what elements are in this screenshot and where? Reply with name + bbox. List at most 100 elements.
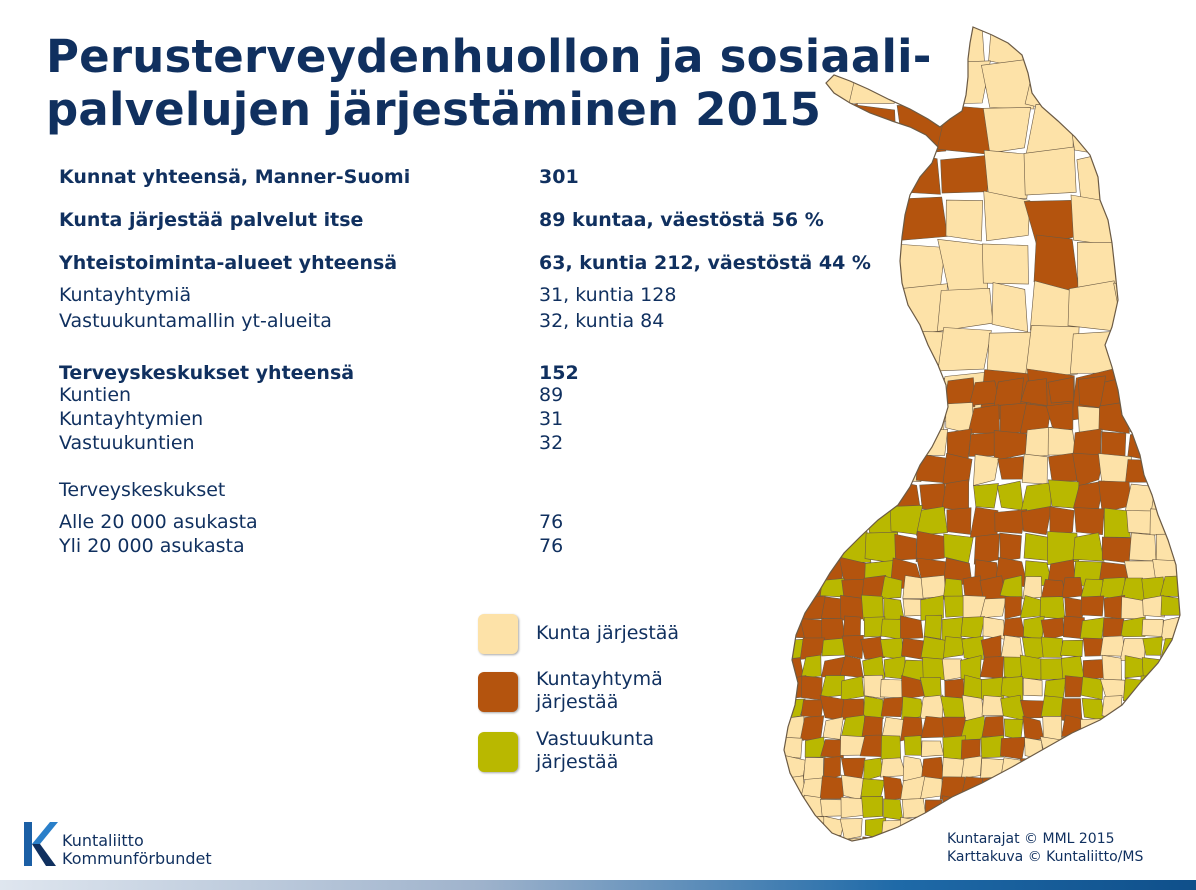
municipality-area — [1120, 700, 1146, 721]
stat-value: 152 — [539, 362, 579, 384]
legend-label: Kunta järjestää — [536, 622, 680, 644]
municipality-area — [1182, 738, 1196, 759]
municipality-area — [1041, 797, 1067, 817]
municipality-area — [923, 816, 946, 841]
municipality-area — [961, 755, 983, 779]
municipality-area — [1182, 659, 1196, 680]
municipality-area — [1120, 616, 1146, 638]
page-title: Perusterveydenhuollon ja sosiaali- palve… — [46, 30, 946, 136]
municipality-area — [1141, 799, 1164, 819]
municipality-area — [1178, 375, 1180, 404]
municipality-area — [1064, 675, 1085, 698]
municipality-area — [1101, 716, 1126, 740]
municipality-area — [1072, 480, 1105, 509]
municipality-area — [1040, 636, 1063, 658]
municipality-area — [813, 402, 846, 432]
municipality-area — [979, 597, 1007, 619]
municipality-area — [1181, 819, 1196, 837]
municipality-area — [999, 532, 1022, 562]
municipality-area — [981, 58, 1035, 110]
municipality-area — [807, 369, 856, 420]
logo-line-2: Kommunförbundet — [62, 849, 212, 868]
municipality-area — [1104, 735, 1123, 759]
finland-municipality-map — [763, 26, 1196, 865]
municipality-area — [815, 375, 844, 407]
municipality-area — [800, 815, 826, 840]
municipality-area — [1083, 736, 1105, 760]
municipality-area — [1082, 659, 1105, 680]
municipality-area — [856, 285, 896, 332]
municipality-area — [869, 433, 892, 455]
municipality-area — [1182, 835, 1196, 857]
municipality-area — [1112, 115, 1167, 153]
municipality-area — [900, 615, 924, 640]
municipality-area — [1076, 148, 1124, 203]
municipality-area — [1068, 107, 1117, 158]
municipality-area — [763, 716, 782, 737]
legend-label: Kuntayhtymä järjestää — [536, 668, 663, 713]
municipality-area — [921, 740, 944, 758]
municipality-area — [1144, 856, 1165, 865]
municipality-area — [1120, 736, 1146, 761]
municipality-area — [903, 735, 922, 756]
municipality-area — [1153, 427, 1180, 458]
municipality-area — [861, 594, 884, 621]
municipality-area — [883, 798, 904, 821]
municipality-area — [815, 457, 843, 484]
municipality-area — [784, 563, 795, 590]
municipality-area — [782, 855, 805, 865]
municipality-area — [920, 636, 947, 661]
municipality-area — [1119, 150, 1165, 197]
municipality-area — [920, 838, 944, 841]
municipality-area — [980, 757, 1005, 779]
municipality-area — [784, 455, 790, 484]
municipality-area — [997, 456, 1024, 480]
municipality-area — [819, 577, 845, 598]
municipality-area — [1024, 737, 1044, 761]
kuntaliitto-logo: Kuntaliitto Kommunförbundet — [20, 820, 212, 872]
municipality-area — [764, 819, 782, 838]
logo-line-1: Kuntaliitto — [62, 831, 144, 850]
municipality-area — [820, 739, 844, 759]
municipality-area — [993, 430, 1027, 462]
municipality-area — [1178, 400, 1180, 435]
municipality-area — [1179, 456, 1180, 486]
stat-label: Yli 20 000 asukasta — [59, 535, 245, 557]
municipality-area — [812, 428, 846, 461]
municipality-area — [1102, 617, 1125, 639]
municipality-area — [784, 795, 785, 818]
municipality-area — [1140, 675, 1166, 700]
municipality-area — [1021, 505, 1052, 536]
municipality-area — [999, 575, 1023, 599]
municipality-area — [1128, 376, 1157, 408]
municipality-area — [1060, 795, 1083, 818]
municipality-area — [946, 507, 972, 535]
municipality-area — [855, 148, 898, 204]
municipality-area — [784, 616, 785, 639]
municipality-area — [1176, 535, 1180, 561]
municipality-area — [1080, 676, 1104, 700]
municipality-area — [1024, 426, 1054, 458]
municipality-area — [980, 656, 1005, 679]
municipality-area — [815, 234, 851, 284]
municipality-area — [1177, 558, 1180, 590]
municipality-area — [1098, 401, 1130, 434]
municipality-area — [1159, 655, 1180, 681]
municipality-area — [901, 798, 927, 819]
municipality-area — [894, 533, 917, 561]
municipality-area — [784, 838, 785, 841]
legend-label: Vastuukunta järjestää — [536, 728, 655, 773]
municipality-area — [1185, 799, 1196, 821]
municipality-area — [1102, 776, 1125, 802]
municipality-area — [981, 243, 1029, 285]
municipality-area — [943, 595, 966, 618]
municipality-area — [784, 656, 786, 681]
municipality-area — [1029, 27, 1078, 68]
municipality-area — [1112, 198, 1164, 244]
municipality-area — [973, 454, 1000, 486]
municipality-area — [915, 530, 950, 563]
municipality-area — [848, 328, 903, 378]
municipality-area — [924, 799, 943, 819]
municipality-area — [1142, 716, 1167, 741]
municipality-area — [1142, 636, 1163, 656]
